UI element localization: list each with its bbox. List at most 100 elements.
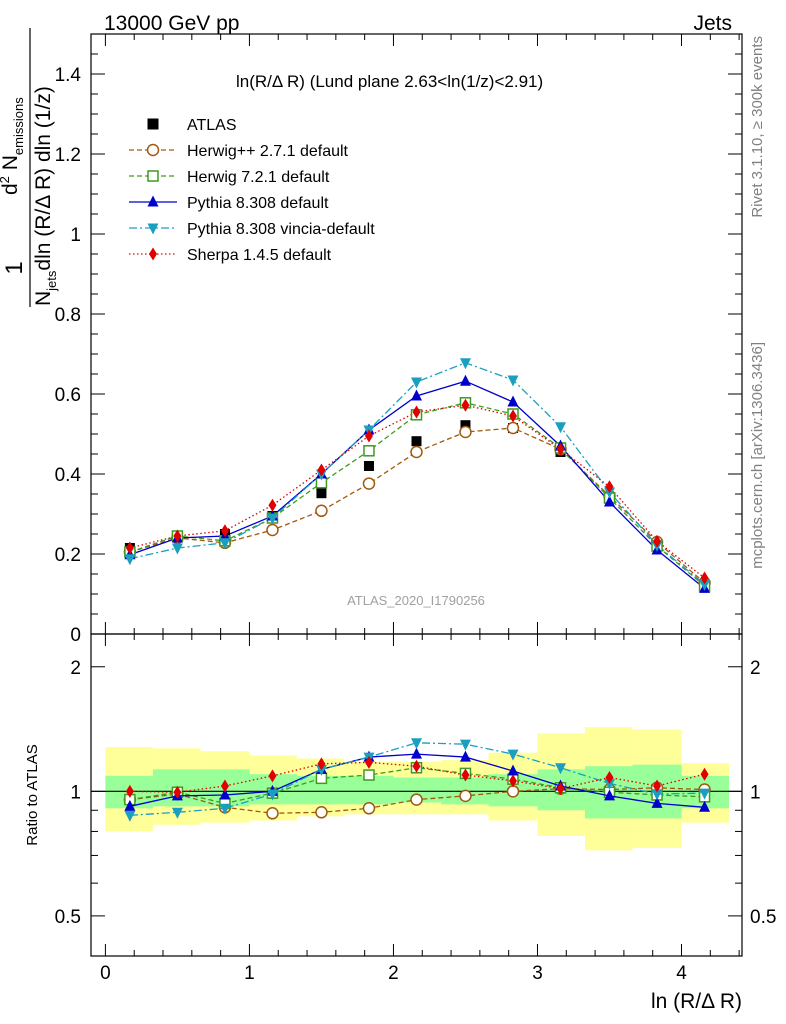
- ratio-point-4-0: [125, 784, 134, 798]
- ratio-point-3-8: [507, 749, 519, 761]
- ratio-point-3-7: [459, 739, 471, 751]
- legend-marker-5: [149, 247, 157, 261]
- ylabel-em-sub: emissions: [11, 97, 26, 155]
- main-point-5-4: [317, 463, 326, 477]
- main-point-0-4: [316, 488, 327, 499]
- legend-label-1: Herwig++ 2.7.1 default: [187, 143, 349, 160]
- main-point-4-8: [507, 375, 519, 387]
- main-point-5-3: [268, 498, 277, 512]
- ratio-point-3-9: [555, 763, 567, 775]
- ylabel-n: N: [0, 155, 22, 176]
- main-point-1-6: [410, 445, 423, 459]
- ratio-point-4-2: [220, 779, 229, 793]
- ratio-point-2-6: [411, 747, 422, 759]
- ratio-point-3-1: [171, 807, 183, 819]
- ratio-y-tick-label: 0.5: [55, 907, 81, 928]
- mcplots-side-text: mcplots.cern.ch [arXiv:1306.3436]: [749, 342, 766, 569]
- ratio-point-4-5: [364, 755, 373, 769]
- legend-marker-3: [147, 195, 159, 207]
- main-point-5-6: [412, 405, 421, 419]
- main-point-0-6: [411, 436, 422, 447]
- ratio-y-tick-label-right: 0.5: [750, 907, 776, 928]
- legend-label-5: Sherpa 1.4.5 default: [187, 247, 332, 264]
- ratio-frame: [90, 633, 743, 957]
- ratio-point-4-7: [461, 768, 470, 782]
- ratio-ylabel: Ratio to ATLAS: [24, 744, 41, 845]
- ratio-point-4-9: [556, 782, 565, 796]
- main-point-1-8: [506, 421, 520, 435]
- ratio-point-3-2: [219, 803, 231, 815]
- main-point-5-12: [700, 571, 709, 585]
- ratio-y-tick-label-right: 1: [750, 782, 761, 803]
- x-tick-label: 4: [676, 963, 687, 984]
- ratio-point-3-0: [124, 810, 136, 822]
- ratio-point-0-4: [315, 806, 328, 819]
- main-point-4-3: [266, 513, 278, 525]
- ratio-y-tick-label: 2: [70, 658, 81, 679]
- main-point-5-10: [605, 480, 614, 494]
- main-point-4-1: [171, 543, 183, 555]
- main-y-tick-label: 1.2: [55, 145, 81, 166]
- ratio-point-3-6: [411, 738, 422, 750]
- legend-marker-4: [147, 223, 159, 235]
- ratio-point-2-2: [219, 788, 231, 800]
- ratio-point-0-7: [459, 789, 472, 803]
- ratio-point-1-5: [363, 769, 375, 781]
- main-point-0-7: [460, 420, 471, 431]
- main-point-4-6: [411, 377, 422, 389]
- x-tick-label: 1: [244, 963, 255, 984]
- main-point-4-7: [459, 358, 471, 370]
- ylabel-njets: N: [32, 291, 55, 306]
- main-point-5-2: [220, 524, 229, 538]
- main-y-tick-label: 1: [70, 225, 81, 246]
- main-point-3-6: [411, 389, 422, 401]
- ratio-point-3-12: [699, 788, 711, 800]
- ratio-point-3-11: [651, 789, 663, 801]
- rivet-side-text: Rivet 3.1.10, ≥ 300k events: [749, 36, 766, 218]
- ratio-point-3-10: [603, 778, 615, 790]
- ratio-point-0-5: [362, 802, 376, 815]
- ylabel-jets-sub: jets: [44, 270, 59, 292]
- header-left: 13000 GeV pp: [104, 12, 239, 35]
- main-series-line-2: [129, 402, 705, 587]
- legend: ATLAS Herwig++ 2.7.1 default Herwig 7.2.1 …: [129, 117, 375, 264]
- ratio-point-2-12: [699, 800, 711, 812]
- x-tick-label: 2: [388, 963, 399, 984]
- ylabel-d: d: [0, 183, 22, 195]
- main-point-1-5: [362, 477, 376, 490]
- main-point-5-8: [508, 409, 517, 423]
- main-point-5-11: [653, 534, 662, 548]
- ratio-point-4-10: [605, 771, 614, 785]
- main-point-3-10: [603, 495, 615, 507]
- main-series-line-5: [129, 404, 705, 579]
- main-title: ln(R/Δ R) (Lund plane 2.63<ln(1/z)<2.91): [236, 72, 543, 91]
- x-tick-label: 3: [532, 963, 543, 984]
- x-axis-label: ln (R/Δ R): [651, 990, 742, 1013]
- legend-label-4: Pythia 8.308 vincia-default: [187, 221, 375, 238]
- ratio-point-0-8: [506, 785, 520, 798]
- main-point-5-0: [125, 541, 134, 555]
- ratio-point-4-12: [700, 767, 709, 781]
- ratio-point-3-3: [266, 789, 278, 801]
- legend-marker-0: [147, 118, 159, 130]
- main-point-5-9: [556, 442, 565, 456]
- main-point-4-9: [555, 422, 567, 434]
- main-point-2-5: [363, 445, 375, 457]
- ratio-point-2-11: [651, 796, 663, 808]
- ratio-y-tick-label: 1: [70, 782, 81, 803]
- ratio-point-4-1: [173, 785, 182, 799]
- legend-marker-2: [147, 170, 159, 182]
- main-point-1-3: [266, 523, 279, 537]
- ratio-point-0-6: [410, 793, 423, 806]
- ylabel-one: 1: [1, 261, 28, 274]
- main-point-1-7: [459, 425, 472, 439]
- ratio-point-4-8: [508, 774, 517, 788]
- main-point-5-1: [173, 529, 182, 543]
- ratio-point-2-0: [124, 799, 136, 811]
- ratio-point-0-3: [266, 807, 279, 820]
- legend-label-2: Herwig 7.2.1 default: [187, 169, 330, 186]
- main-point-1-4: [315, 504, 328, 518]
- main-y-tick-label: 0.4: [55, 465, 82, 486]
- main-y-tick-label: 0: [70, 625, 81, 646]
